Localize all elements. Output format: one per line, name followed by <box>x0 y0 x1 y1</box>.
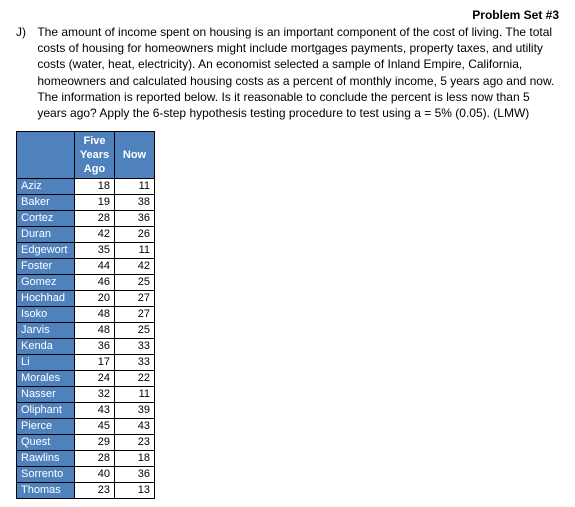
table-row: Li1733 <box>17 355 155 371</box>
row-val-a: 35 <box>75 243 115 259</box>
row-val-b: 39 <box>115 403 155 419</box>
table-row: Sorrento4036 <box>17 467 155 483</box>
data-table: FiveYearsAgo Now Aziz1811Baker1938Cortez… <box>16 131 155 499</box>
row-val-a: 17 <box>75 355 115 371</box>
row-name: Morales <box>17 371 75 387</box>
row-val-a: 18 <box>75 179 115 195</box>
table-row: Thomas2313 <box>17 483 155 499</box>
row-name: Gomez <box>17 275 75 291</box>
table-row: Jarvis4825 <box>17 323 155 339</box>
row-val-b: 43 <box>115 419 155 435</box>
row-val-a: 45 <box>75 419 115 435</box>
row-name: Foster <box>17 259 75 275</box>
row-val-b: 36 <box>115 467 155 483</box>
row-name: Hochhad <box>17 291 75 307</box>
row-val-a: 19 <box>75 195 115 211</box>
row-val-b: 11 <box>115 387 155 403</box>
row-val-b: 11 <box>115 243 155 259</box>
row-name: Baker <box>17 195 75 211</box>
table-row: Baker1938 <box>17 195 155 211</box>
row-val-b: 25 <box>115 275 155 291</box>
question-letter: J) <box>16 24 34 40</box>
table-row: Quest2923 <box>17 435 155 451</box>
row-val-b: 25 <box>115 323 155 339</box>
row-val-b: 26 <box>115 227 155 243</box>
row-val-b: 11 <box>115 179 155 195</box>
header-now: Now <box>115 132 155 179</box>
row-val-b: 27 <box>115 307 155 323</box>
row-val-b: 18 <box>115 451 155 467</box>
row-val-b: 22 <box>115 371 155 387</box>
table-body: Aziz1811Baker1938Cortez2836Duran4226Edge… <box>17 179 155 499</box>
row-name: Kenda <box>17 339 75 355</box>
problem-set-label: Problem Set #3 <box>12 8 563 22</box>
row-val-a: 42 <box>75 227 115 243</box>
table-row: Morales2422 <box>17 371 155 387</box>
problem-question: J) The amount of income spent on housing… <box>12 24 563 121</box>
row-val-a: 44 <box>75 259 115 275</box>
question-body: The amount of income spent on housing is… <box>37 24 557 121</box>
row-val-a: 20 <box>75 291 115 307</box>
table-row: Hochhad2027 <box>17 291 155 307</box>
row-name: Thomas <box>17 483 75 499</box>
row-name: Isoko <box>17 307 75 323</box>
row-val-a: 36 <box>75 339 115 355</box>
row-val-a: 28 <box>75 451 115 467</box>
table-row: Kenda3633 <box>17 339 155 355</box>
row-name: Nasser <box>17 387 75 403</box>
table-row: Oliphant4339 <box>17 403 155 419</box>
header-corner <box>17 132 75 179</box>
row-name: Oliphant <box>17 403 75 419</box>
row-name: Pierce <box>17 419 75 435</box>
row-val-a: 28 <box>75 211 115 227</box>
row-val-a: 46 <box>75 275 115 291</box>
table-row: Rawlins2818 <box>17 451 155 467</box>
table-row: Isoko4827 <box>17 307 155 323</box>
row-val-a: 32 <box>75 387 115 403</box>
row-val-b: 36 <box>115 211 155 227</box>
table-row: Edgewort3511 <box>17 243 155 259</box>
row-val-b: 38 <box>115 195 155 211</box>
row-name: Duran <box>17 227 75 243</box>
row-name: Edgewort <box>17 243 75 259</box>
table-row: Cortez2836 <box>17 211 155 227</box>
table-row: Nasser3211 <box>17 387 155 403</box>
row-val-b: 42 <box>115 259 155 275</box>
row-val-b: 33 <box>115 355 155 371</box>
table-header-row: FiveYearsAgo Now <box>17 132 155 179</box>
row-name: Jarvis <box>17 323 75 339</box>
row-val-a: 48 <box>75 307 115 323</box>
row-val-b: 33 <box>115 339 155 355</box>
row-name: Sorrento <box>17 467 75 483</box>
row-val-b: 13 <box>115 483 155 499</box>
table-row: Pierce4543 <box>17 419 155 435</box>
table-row: Aziz1811 <box>17 179 155 195</box>
table-row: Gomez4625 <box>17 275 155 291</box>
row-name: Aziz <box>17 179 75 195</box>
header-five-years-ago: FiveYearsAgo <box>75 132 115 179</box>
row-val-a: 43 <box>75 403 115 419</box>
row-val-a: 29 <box>75 435 115 451</box>
row-name: Rawlins <box>17 451 75 467</box>
row-name: Quest <box>17 435 75 451</box>
table-row: Foster4442 <box>17 259 155 275</box>
row-val-a: 24 <box>75 371 115 387</box>
row-name: Cortez <box>17 211 75 227</box>
row-val-a: 23 <box>75 483 115 499</box>
row-val-b: 27 <box>115 291 155 307</box>
row-name: Li <box>17 355 75 371</box>
row-val-a: 48 <box>75 323 115 339</box>
row-val-b: 23 <box>115 435 155 451</box>
table-row: Duran4226 <box>17 227 155 243</box>
row-val-a: 40 <box>75 467 115 483</box>
